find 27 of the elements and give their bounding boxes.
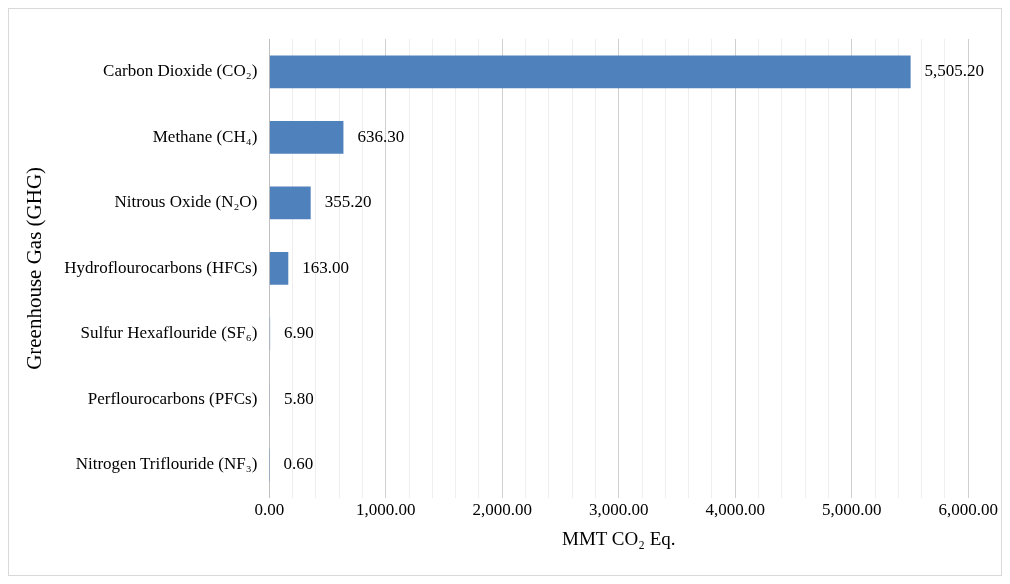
y-tick-label: Hydroflourocarbons (HFCs) xyxy=(64,257,258,277)
y-axis-title: Greenhouse Gas (GHG) xyxy=(22,166,47,370)
data-label: 355.20 xyxy=(324,192,372,212)
x-tick-label: 0.00 xyxy=(254,500,285,520)
x-tick-label: 1,000.00 xyxy=(356,500,416,520)
x-tick-label: 6,000.00 xyxy=(938,500,998,520)
bar xyxy=(269,55,911,89)
x-tick-label: 5,000.00 xyxy=(822,500,882,520)
y-tick-label: Nitrous Oxide (N₂O) xyxy=(114,192,258,212)
data-label: 163.00 xyxy=(302,257,350,277)
y-tick-label: Sulfur Hexaflouride (SF₆) xyxy=(80,323,258,343)
x-axis-title: MMT CO₂ Eq. xyxy=(562,527,676,549)
y-tick-label: Nitrogen Triflouride (NF₃) xyxy=(75,454,258,474)
y-tick-label: Perflourocarbons (PFCs) xyxy=(87,388,258,408)
y-tick-label: Carbon Dioxide (CO₂) xyxy=(103,61,258,81)
data-label: 6.90 xyxy=(284,323,314,343)
bar xyxy=(269,120,344,154)
x-tick-label: 3,000.00 xyxy=(589,500,649,520)
data-label: 5.80 xyxy=(283,388,314,408)
data-label: 0.60 xyxy=(283,454,314,474)
data-label: 636.30 xyxy=(357,126,405,146)
x-tick-label: 4,000.00 xyxy=(705,500,766,520)
x-tick-label: 2,000.00 xyxy=(472,500,533,520)
data-label: 5,505.20 xyxy=(924,61,985,81)
bar xyxy=(269,252,289,285)
y-tick-label: Methane (CH₄) xyxy=(152,126,258,146)
bar xyxy=(269,186,311,220)
